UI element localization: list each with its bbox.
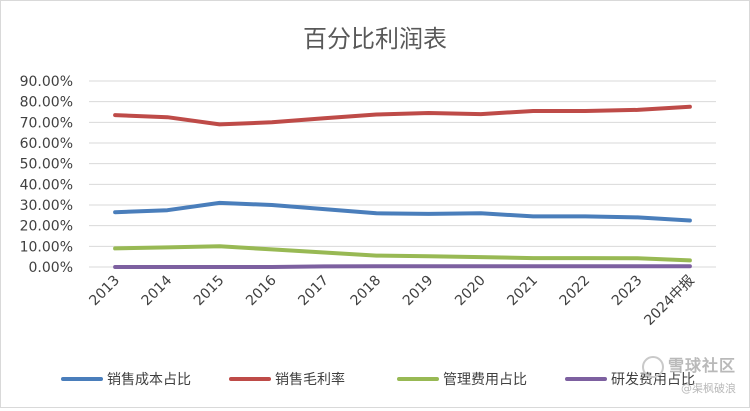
snowball-logo-icon xyxy=(641,355,664,378)
series-line-3 xyxy=(113,264,692,269)
x-tick-label: 2019 xyxy=(400,273,437,310)
series-lines xyxy=(113,104,692,269)
legend: 销售成本占比 销售毛利率 管理费用占比 研发费用占比 xyxy=(61,371,695,388)
chart-title: 百分比利润表 xyxy=(303,25,447,53)
y-tick-label: 20.00% xyxy=(20,219,73,235)
x-tick-label: 2015 xyxy=(191,273,228,310)
x-tick-label: 2017 xyxy=(295,273,332,310)
watermark: 雪球社区 @渠枫破浪 xyxy=(641,352,736,396)
y-tick-label: 60.00% xyxy=(20,136,73,152)
y-tick-label: 90.00% xyxy=(20,74,73,90)
legend-label: 研发费用占比 xyxy=(611,372,695,388)
x-tick-label: 2016 xyxy=(243,272,280,309)
watermark-author: @渠枫破浪 xyxy=(681,381,736,395)
y-tick-label: 0.00% xyxy=(29,260,73,276)
x-tick-label: 2020 xyxy=(452,273,489,310)
series-line-0 xyxy=(113,200,692,223)
y-tick-labels: 0.00% 10.00% 20.00% 30.00% 40.00% 50.00% 60.00… xyxy=(20,74,73,276)
series-line-1 xyxy=(113,104,692,127)
x-tick-label: 2013 xyxy=(86,273,123,310)
series-line-2 xyxy=(113,244,692,263)
legend-label: 管理费用占比 xyxy=(443,372,527,388)
y-tick-label: 70.00% xyxy=(20,115,73,131)
watermark-main-text: 雪球社区 xyxy=(667,356,736,375)
x-tick-labels: 2013 2014 2015 2016 2017 2018 2019 2020 2021 2022… xyxy=(86,272,697,328)
x-tick-label: 2018 xyxy=(348,273,385,310)
legend-label: 销售成本占比 xyxy=(107,372,191,388)
y-tick-label: 30.00% xyxy=(20,198,73,214)
x-tick-label: 2023 xyxy=(609,273,646,310)
x-tick-label: 2022 xyxy=(557,273,594,310)
y-tick-label: 80.00% xyxy=(20,95,73,111)
y-tick-label: 10.00% xyxy=(20,239,73,255)
watermark-logo: 雪球社区 xyxy=(641,352,736,378)
legend-label: 销售毛利率 xyxy=(275,371,345,388)
x-tick-label: 2021 xyxy=(504,273,541,310)
y-tick-label: 50.00% xyxy=(20,157,73,173)
x-tick-label: 2024中报 xyxy=(641,273,697,329)
x-tick-label: 2014 xyxy=(139,272,176,309)
y-tick-label: 40.00% xyxy=(20,177,73,193)
